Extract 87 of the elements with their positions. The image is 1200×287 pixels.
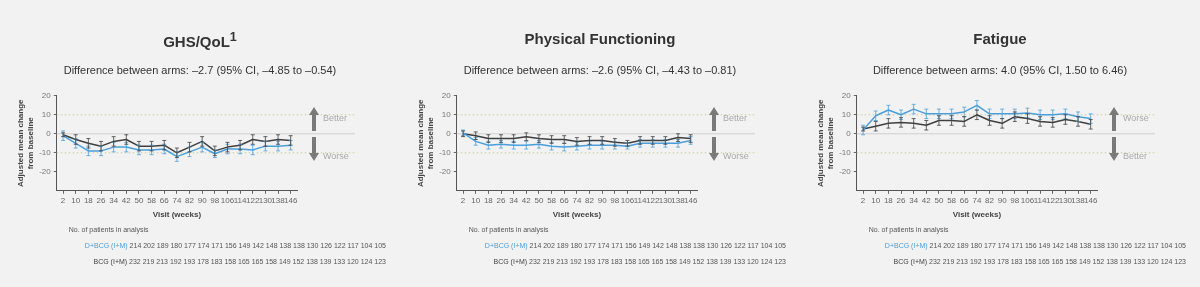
x-tick-label: 10: [871, 195, 881, 205]
x-tick-label: 42: [921, 195, 932, 205]
x-tick-label: 2: [860, 195, 866, 205]
x-tick-label: 34: [509, 195, 519, 205]
x-axis-title: Visit (weeks): [552, 210, 602, 220]
x-tick-label: 82: [985, 195, 995, 205]
x-tick-label: 146: [684, 195, 698, 205]
x-tick-label: 26: [896, 195, 907, 205]
x-tick-label: 98: [210, 195, 220, 205]
x-tick-label: 106: [1020, 195, 1035, 205]
x-tick-label: 146: [284, 195, 298, 205]
x-tick-label: 138: [1071, 195, 1086, 205]
x-axis-title: Visit (weeks): [152, 210, 202, 220]
x-tick-label: 90: [597, 195, 608, 205]
text: Worse: [323, 150, 349, 161]
y-tick-label: -20: [39, 167, 52, 176]
text: Better: [1123, 150, 1148, 161]
x-tick-label: 130: [258, 195, 273, 205]
x-tick-label: 58: [147, 195, 157, 205]
x-tick-label: 106: [220, 195, 235, 205]
x-tick-label: 66: [959, 195, 970, 205]
x-tick-label: 2: [60, 195, 66, 205]
y-tick-label: -10: [439, 148, 452, 157]
chart-title: GHS/QoL$^{1}$: [162, 30, 238, 50]
x-tick-label: 74: [172, 195, 182, 205]
y-tick-label: 0: [446, 129, 452, 138]
x-tick-label: 82: [185, 195, 195, 205]
x-tick-label: 34: [909, 195, 919, 205]
chart-title: Fatigue: [972, 30, 1028, 47]
chart-subtitle: Difference between arms: –2.6 (95% CI, –4.43 to –0.81): [462, 64, 738, 76]
y-axis-title: Adjusted mean change from baseline: [416, 98, 435, 188]
x-axis-title: Visit (weeks): [952, 210, 1002, 220]
x-tick-label: 122: [1046, 195, 1060, 205]
x-tick-label: 18: [483, 195, 494, 205]
text: Worse: [723, 150, 749, 161]
x-tick-label: 90: [997, 195, 1008, 205]
y-tick-label: 20: [41, 91, 52, 100]
x-tick-label: 98: [610, 195, 620, 205]
x-tick-label: 10: [71, 195, 81, 205]
y-tick-label: 20: [441, 91, 452, 100]
x-tick-label: 138: [671, 195, 686, 205]
y-tick-label: 10: [841, 110, 852, 119]
x-tick-label: 50: [134, 195, 144, 205]
x-tick-label: 146: [1084, 195, 1098, 205]
y-tick-label: 0: [46, 129, 52, 138]
x-tick-label: 58: [547, 195, 557, 205]
x-tick-label: 98: [1010, 195, 1020, 205]
y-tick-label: -10: [39, 148, 52, 157]
x-tick-label: 50: [534, 195, 544, 205]
x-tick-label: 58: [947, 195, 957, 205]
y-tick-label: -20: [839, 167, 852, 176]
y-axis-title: Adjusted mean change from baseline: [16, 98, 35, 188]
x-tick-label: 42: [121, 195, 132, 205]
x-tick-label: 130: [658, 195, 673, 205]
x-tick-label: 74: [972, 195, 982, 205]
x-tick-label: 18: [83, 195, 94, 205]
x-tick-label: 34: [109, 195, 119, 205]
x-tick-label: 2: [460, 195, 466, 205]
y-tick-label: -10: [839, 148, 852, 157]
x-tick-label: 10: [471, 195, 481, 205]
text: Better: [323, 112, 348, 123]
x-tick-label: 66: [159, 195, 170, 205]
y-tick-label: 0: [846, 129, 852, 138]
x-tick-label: 18: [883, 195, 894, 205]
y-tick-label: 10: [441, 110, 452, 119]
x-tick-label: 26: [496, 195, 507, 205]
y-tick-label: 10: [41, 110, 52, 119]
chart-subtitle: Difference between arms: 4.0 (95% CI, 1.50 to 6.46): [871, 64, 1129, 76]
x-tick-label: 130: [1058, 195, 1073, 205]
x-tick-label: 122: [646, 195, 660, 205]
text: Worse: [1123, 112, 1149, 123]
x-tick-label: 66: [559, 195, 570, 205]
x-tick-label: 106: [620, 195, 635, 205]
text: Better: [723, 112, 748, 123]
chart-subtitle: Difference between arms: –2.7 (95% CI, –4.85 to –0.54): [62, 64, 338, 76]
x-tick-label: 90: [197, 195, 208, 205]
y-axis-title: Adjusted mean change from baseline: [816, 98, 835, 188]
x-tick-label: 42: [521, 195, 532, 205]
x-tick-label: 122: [246, 195, 260, 205]
x-tick-label: 26: [96, 195, 107, 205]
y-tick-label: -20: [439, 167, 452, 176]
x-tick-label: 138: [271, 195, 286, 205]
x-tick-label: 74: [572, 195, 582, 205]
x-tick-label: 50: [934, 195, 944, 205]
y-tick-label: 20: [841, 91, 852, 100]
chart-title: Physical Functioning: [523, 30, 677, 47]
x-tick-label: 82: [585, 195, 595, 205]
